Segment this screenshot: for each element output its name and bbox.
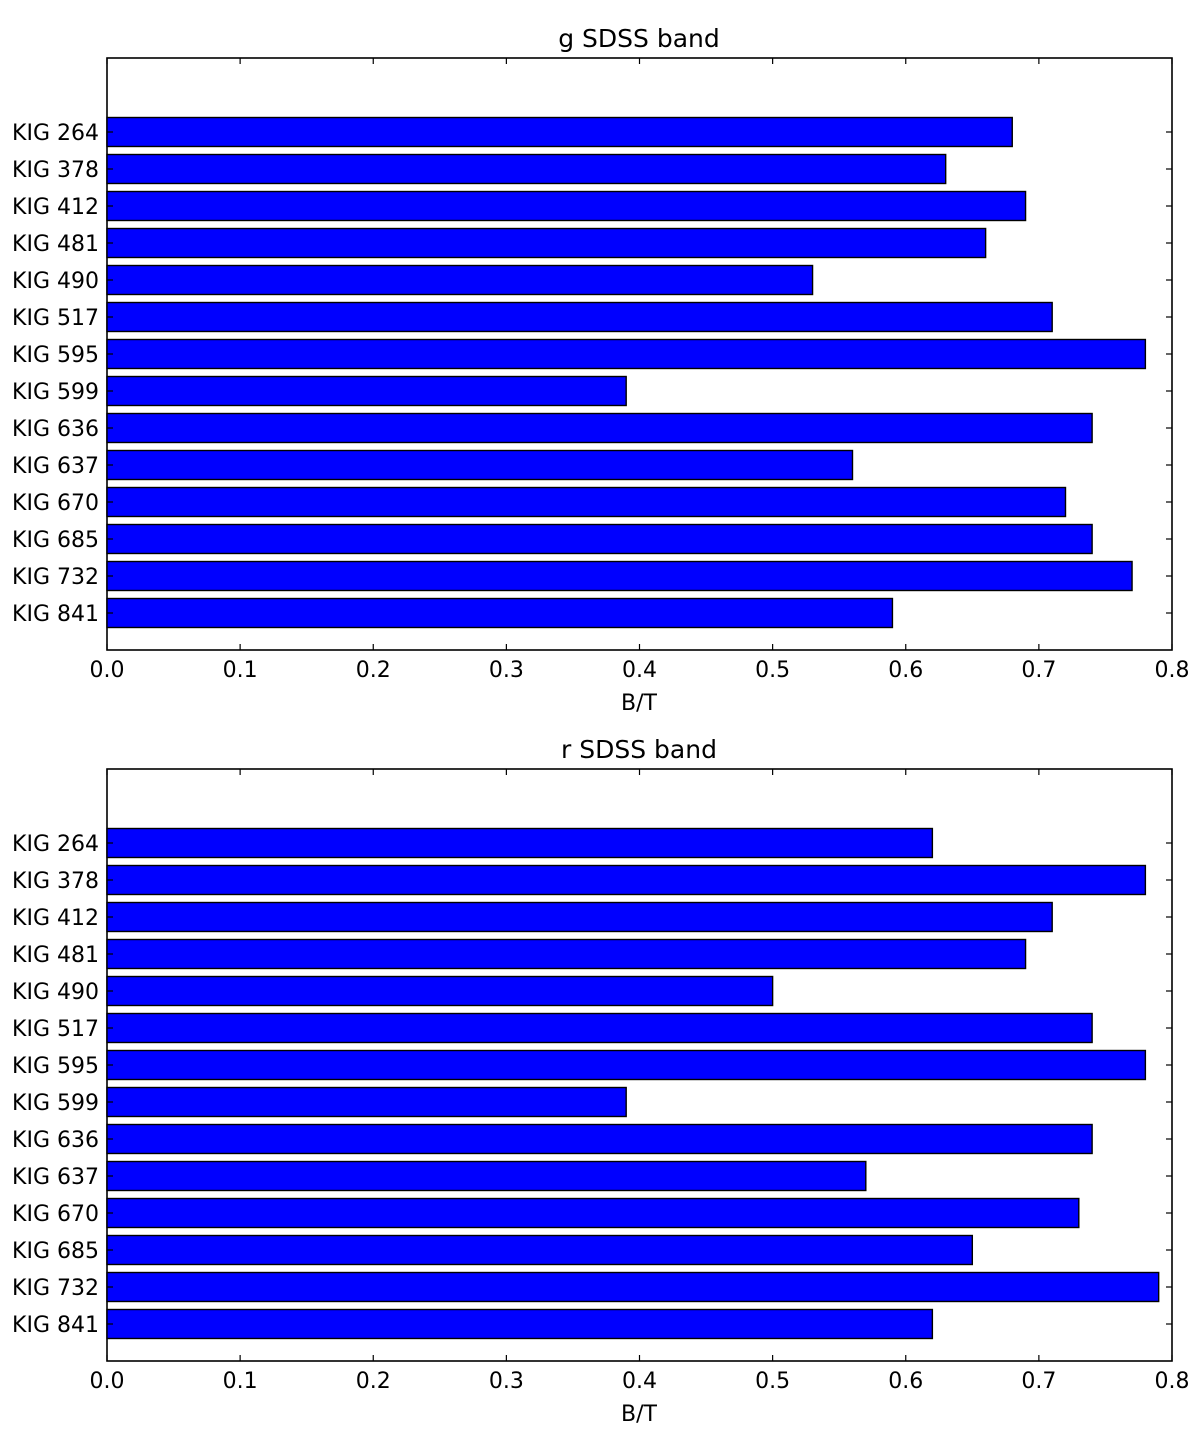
bar-kig-685 [106,523,1093,555]
x-tick-label: 0.8 [1155,1369,1190,1394]
bar-kig-412 [106,901,1053,933]
x-axis-label: B/T [621,691,658,716]
y-tick-label: KIG 264 [12,121,99,146]
y-tick-label: KIG 841 [12,1313,99,1338]
y-tick-label: KIG 841 [12,602,99,627]
y-tick-label: KIG 595 [12,1054,99,1079]
x-tick-label: 0.0 [90,1369,125,1394]
x-tick-label: 0.7 [1021,1369,1056,1394]
x-tick-label: 0.8 [1155,658,1190,683]
y-tick-label: KIG 412 [12,195,99,220]
y-tick-label: KIG 599 [12,380,99,405]
y-tick-label: KIG 481 [12,943,99,968]
y-tick-label: KIG 670 [12,1202,99,1227]
x-tick-label: 0.6 [888,658,923,683]
y-tick-label: KIG 490 [12,980,99,1005]
x-tick-label: 0.4 [622,658,657,683]
x-tick-label: 0.6 [888,1369,923,1394]
bars-group [106,116,1147,629]
x-tick-label: 0.7 [1021,658,1056,683]
y-tick-label: KIG 378 [12,158,99,183]
x-tick-label: 0.1 [223,1369,258,1394]
x-tick-label: 0.1 [223,658,258,683]
y-axis: KIG 264 KIG 378 KIG 412 KIG 481 KIG 490 KIG 5… [12,121,1172,627]
bar-kig-636 [106,412,1093,444]
x-axis-label: B/T [621,1402,658,1427]
x-tick-label: 0.2 [356,658,391,683]
bar-kig-481 [106,227,987,259]
bar-kig-841 [106,597,894,629]
y-tick-label: KIG 636 [12,417,99,442]
bar-kig-264 [106,827,934,859]
bars-group [106,827,1160,1340]
x-tick-label: 0.5 [755,658,790,683]
bar-kig-636 [106,1123,1093,1155]
bar-kig-732 [106,1271,1160,1303]
y-tick-label: KIG 685 [12,528,99,553]
y-tick-label: KIG 490 [12,269,99,294]
y-tick-label: KIG 670 [12,491,99,516]
chart-title: r SDSS band [561,735,717,764]
bar-kig-517 [106,301,1053,333]
x-tick-label: 0.0 [90,658,125,683]
bar-kig-670 [106,486,1067,518]
x-tick-label: 0.3 [489,1369,524,1394]
bar-kig-732 [106,560,1133,592]
bar-kig-264 [106,116,1013,148]
bar-kig-841 [106,1308,934,1340]
y-tick-label: KIG 732 [12,565,99,590]
y-tick-label: KIG 599 [12,1091,99,1116]
y-tick-label: KIG 637 [12,454,99,479]
bar-kig-490 [106,264,814,296]
y-tick-label: KIG 378 [12,869,99,894]
bar-kig-595 [106,338,1147,370]
bar-kig-481 [106,938,1027,970]
y-tick-label: KIG 595 [12,343,99,368]
chart-title: g SDSS band [558,24,720,53]
bar-kig-490 [106,975,774,1007]
y-tick-label: KIG 264 [12,832,99,857]
bar-kig-599 [106,375,627,407]
bar-kig-378 [106,153,947,185]
bar-kig-378 [106,864,1147,896]
y-tick-label: KIG 412 [12,906,99,931]
bar-kig-599 [106,1086,627,1118]
bar-kig-412 [106,190,1027,222]
y-axis: KIG 264 KIG 378 KIG 412 KIG 481 KIG 490 KIG 5… [12,832,1172,1338]
y-tick-label: KIG 517 [12,1017,99,1042]
bar-kig-670 [106,1197,1080,1229]
y-tick-label: KIG 517 [12,306,99,331]
x-axis: 0.0 0.1 0.2 0.3 0.4 0.5 0.6 0.7 0.8 [90,769,1190,1394]
chart-panel-r-band: r SDSS band KIG 264 KIG 378 KIG 412 KIG 481… [12,735,1189,1427]
x-tick-label: 0.4 [622,1369,657,1394]
bar-kig-517 [106,1012,1093,1044]
y-tick-label: KIG 637 [12,1165,99,1190]
y-tick-label: KIG 481 [12,232,99,257]
y-tick-label: KIG 732 [12,1276,99,1301]
y-tick-label: KIG 685 [12,1239,99,1264]
x-tick-label: 0.2 [356,1369,391,1394]
x-tick-label: 0.5 [755,1369,790,1394]
x-tick-label: 0.3 [489,658,524,683]
x-axis: 0.0 0.1 0.2 0.3 0.4 0.5 0.6 0.7 0.8 [90,58,1190,683]
bar-kig-637 [106,449,854,481]
bar-kig-685 [106,1234,974,1266]
y-tick-label: KIG 636 [12,1128,99,1153]
chart-panel-g-band: g SDSS band KIG 264 KIG 378 KIG 412 KIG 481… [12,24,1189,716]
bar-kig-595 [106,1049,1147,1081]
bar-kig-637 [106,1160,867,1192]
